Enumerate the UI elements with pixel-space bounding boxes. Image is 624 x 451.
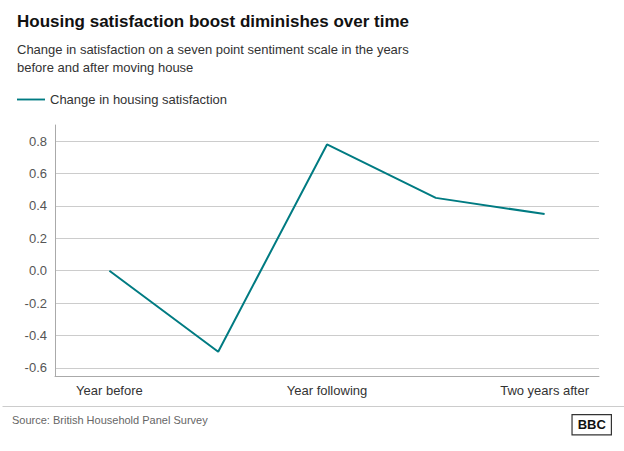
svg-text:-0.2: -0.2 xyxy=(25,296,47,311)
svg-text:Year before: Year before xyxy=(76,383,143,398)
svg-text:Change in housing satisfaction: Change in housing satisfaction xyxy=(50,92,227,107)
svg-text:Two years after: Two years after xyxy=(500,383,590,398)
svg-text:before and after moving house: before and after moving house xyxy=(17,60,193,75)
svg-text:0.0: 0.0 xyxy=(29,263,47,278)
svg-text:Year following: Year following xyxy=(287,383,367,398)
svg-text:0.8: 0.8 xyxy=(29,134,47,149)
svg-text:0.4: 0.4 xyxy=(29,198,47,213)
svg-text:0.6: 0.6 xyxy=(29,166,47,181)
svg-text:Change in satisfaction on a se: Change in satisfaction on a seven point … xyxy=(17,42,409,57)
svg-text:-0.4: -0.4 xyxy=(25,328,47,343)
svg-text:0.2: 0.2 xyxy=(29,231,47,246)
svg-text:-0.6: -0.6 xyxy=(25,360,47,375)
svg-text:BBC: BBC xyxy=(578,417,607,432)
svg-text:Source: British Household Pane: Source: British Household Panel Survey xyxy=(12,414,208,426)
svg-text:Housing satisfaction boost dim: Housing satisfaction boost diminishes ov… xyxy=(17,12,409,31)
